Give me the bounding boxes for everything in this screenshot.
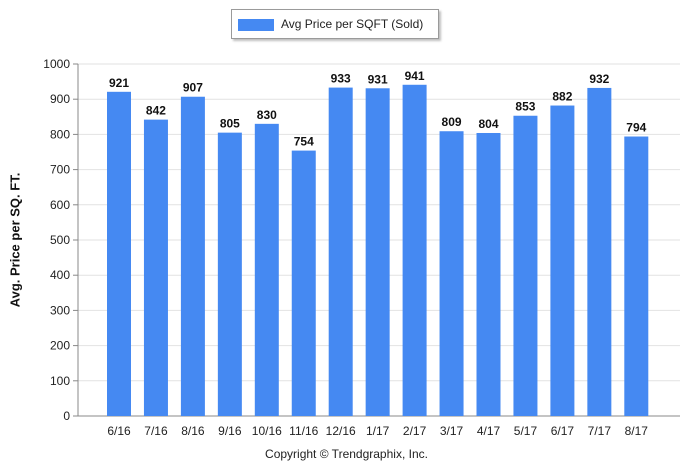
data-label: 941: [405, 69, 425, 83]
data-label: 804: [478, 117, 498, 131]
data-label: 794: [626, 121, 646, 135]
y-tick-label: 800: [50, 127, 70, 141]
y-tick-label: 400: [50, 268, 70, 282]
data-label: 809: [442, 115, 462, 129]
x-tick-label: 7/16: [144, 424, 168, 438]
data-label: 921: [109, 76, 129, 90]
x-tick-label: 5/17: [514, 424, 538, 438]
legend-swatch: [238, 19, 274, 31]
data-label: 882: [552, 90, 572, 104]
bar: [587, 87, 612, 416]
y-tick-label: 200: [50, 339, 70, 353]
y-tick-label: 300: [50, 303, 70, 317]
data-label: 932: [589, 72, 609, 86]
data-label: 853: [515, 100, 535, 114]
bar: [513, 115, 538, 416]
x-tick-label: 1/17: [366, 424, 390, 438]
x-tick-label: 10/16: [252, 424, 282, 438]
bar: [217, 132, 242, 416]
y-tick-label: 500: [50, 233, 70, 247]
bar: [476, 132, 501, 416]
y-axis-label: Avg. Price per SQ. FT.: [7, 172, 23, 308]
data-label: 931: [368, 72, 388, 86]
data-label: 830: [257, 108, 277, 122]
y-tick-label: 100: [50, 374, 70, 388]
bar: [328, 87, 353, 417]
copyright-text: Copyright © Trendgraphix, Inc.: [265, 447, 428, 461]
y-tick-label: 0: [63, 409, 70, 423]
x-tick-label: 6/16: [107, 424, 131, 438]
x-tick-label: 3/17: [440, 424, 464, 438]
x-tick-label: 7/17: [588, 424, 612, 438]
x-tick-label: 11/16: [289, 424, 318, 438]
bar: [550, 105, 575, 416]
y-tick-label: 700: [50, 163, 70, 177]
bar: [439, 131, 464, 416]
y-tick-label: 600: [50, 198, 70, 212]
bar: [180, 96, 205, 417]
data-label: 842: [146, 104, 166, 118]
x-tick-label: 12/16: [326, 424, 356, 438]
bar: [365, 88, 390, 417]
x-tick-label: 8/17: [625, 424, 649, 438]
data-label: 907: [183, 81, 203, 95]
y-tick-label: 900: [50, 92, 70, 106]
bar: [291, 150, 316, 417]
bar: [402, 84, 427, 416]
bar: [254, 123, 279, 416]
data-label: 754: [294, 135, 314, 149]
legend: Avg Price per SQFT (Sold): [231, 9, 439, 39]
bar: [624, 136, 649, 416]
bar: [143, 119, 168, 416]
x-tick-label: 4/17: [477, 424, 501, 438]
x-tick-label: 6/17: [551, 424, 575, 438]
x-tick-label: 8/16: [181, 424, 205, 438]
legend-label: Avg Price per SQFT (Sold): [281, 17, 424, 31]
y-tick-label: 1000: [43, 57, 70, 71]
data-label: 933: [331, 72, 351, 86]
data-label: 805: [220, 117, 240, 131]
x-tick-label: 9/16: [218, 424, 242, 438]
bar: [107, 91, 131, 417]
x-tick-label: 2/17: [403, 424, 427, 438]
